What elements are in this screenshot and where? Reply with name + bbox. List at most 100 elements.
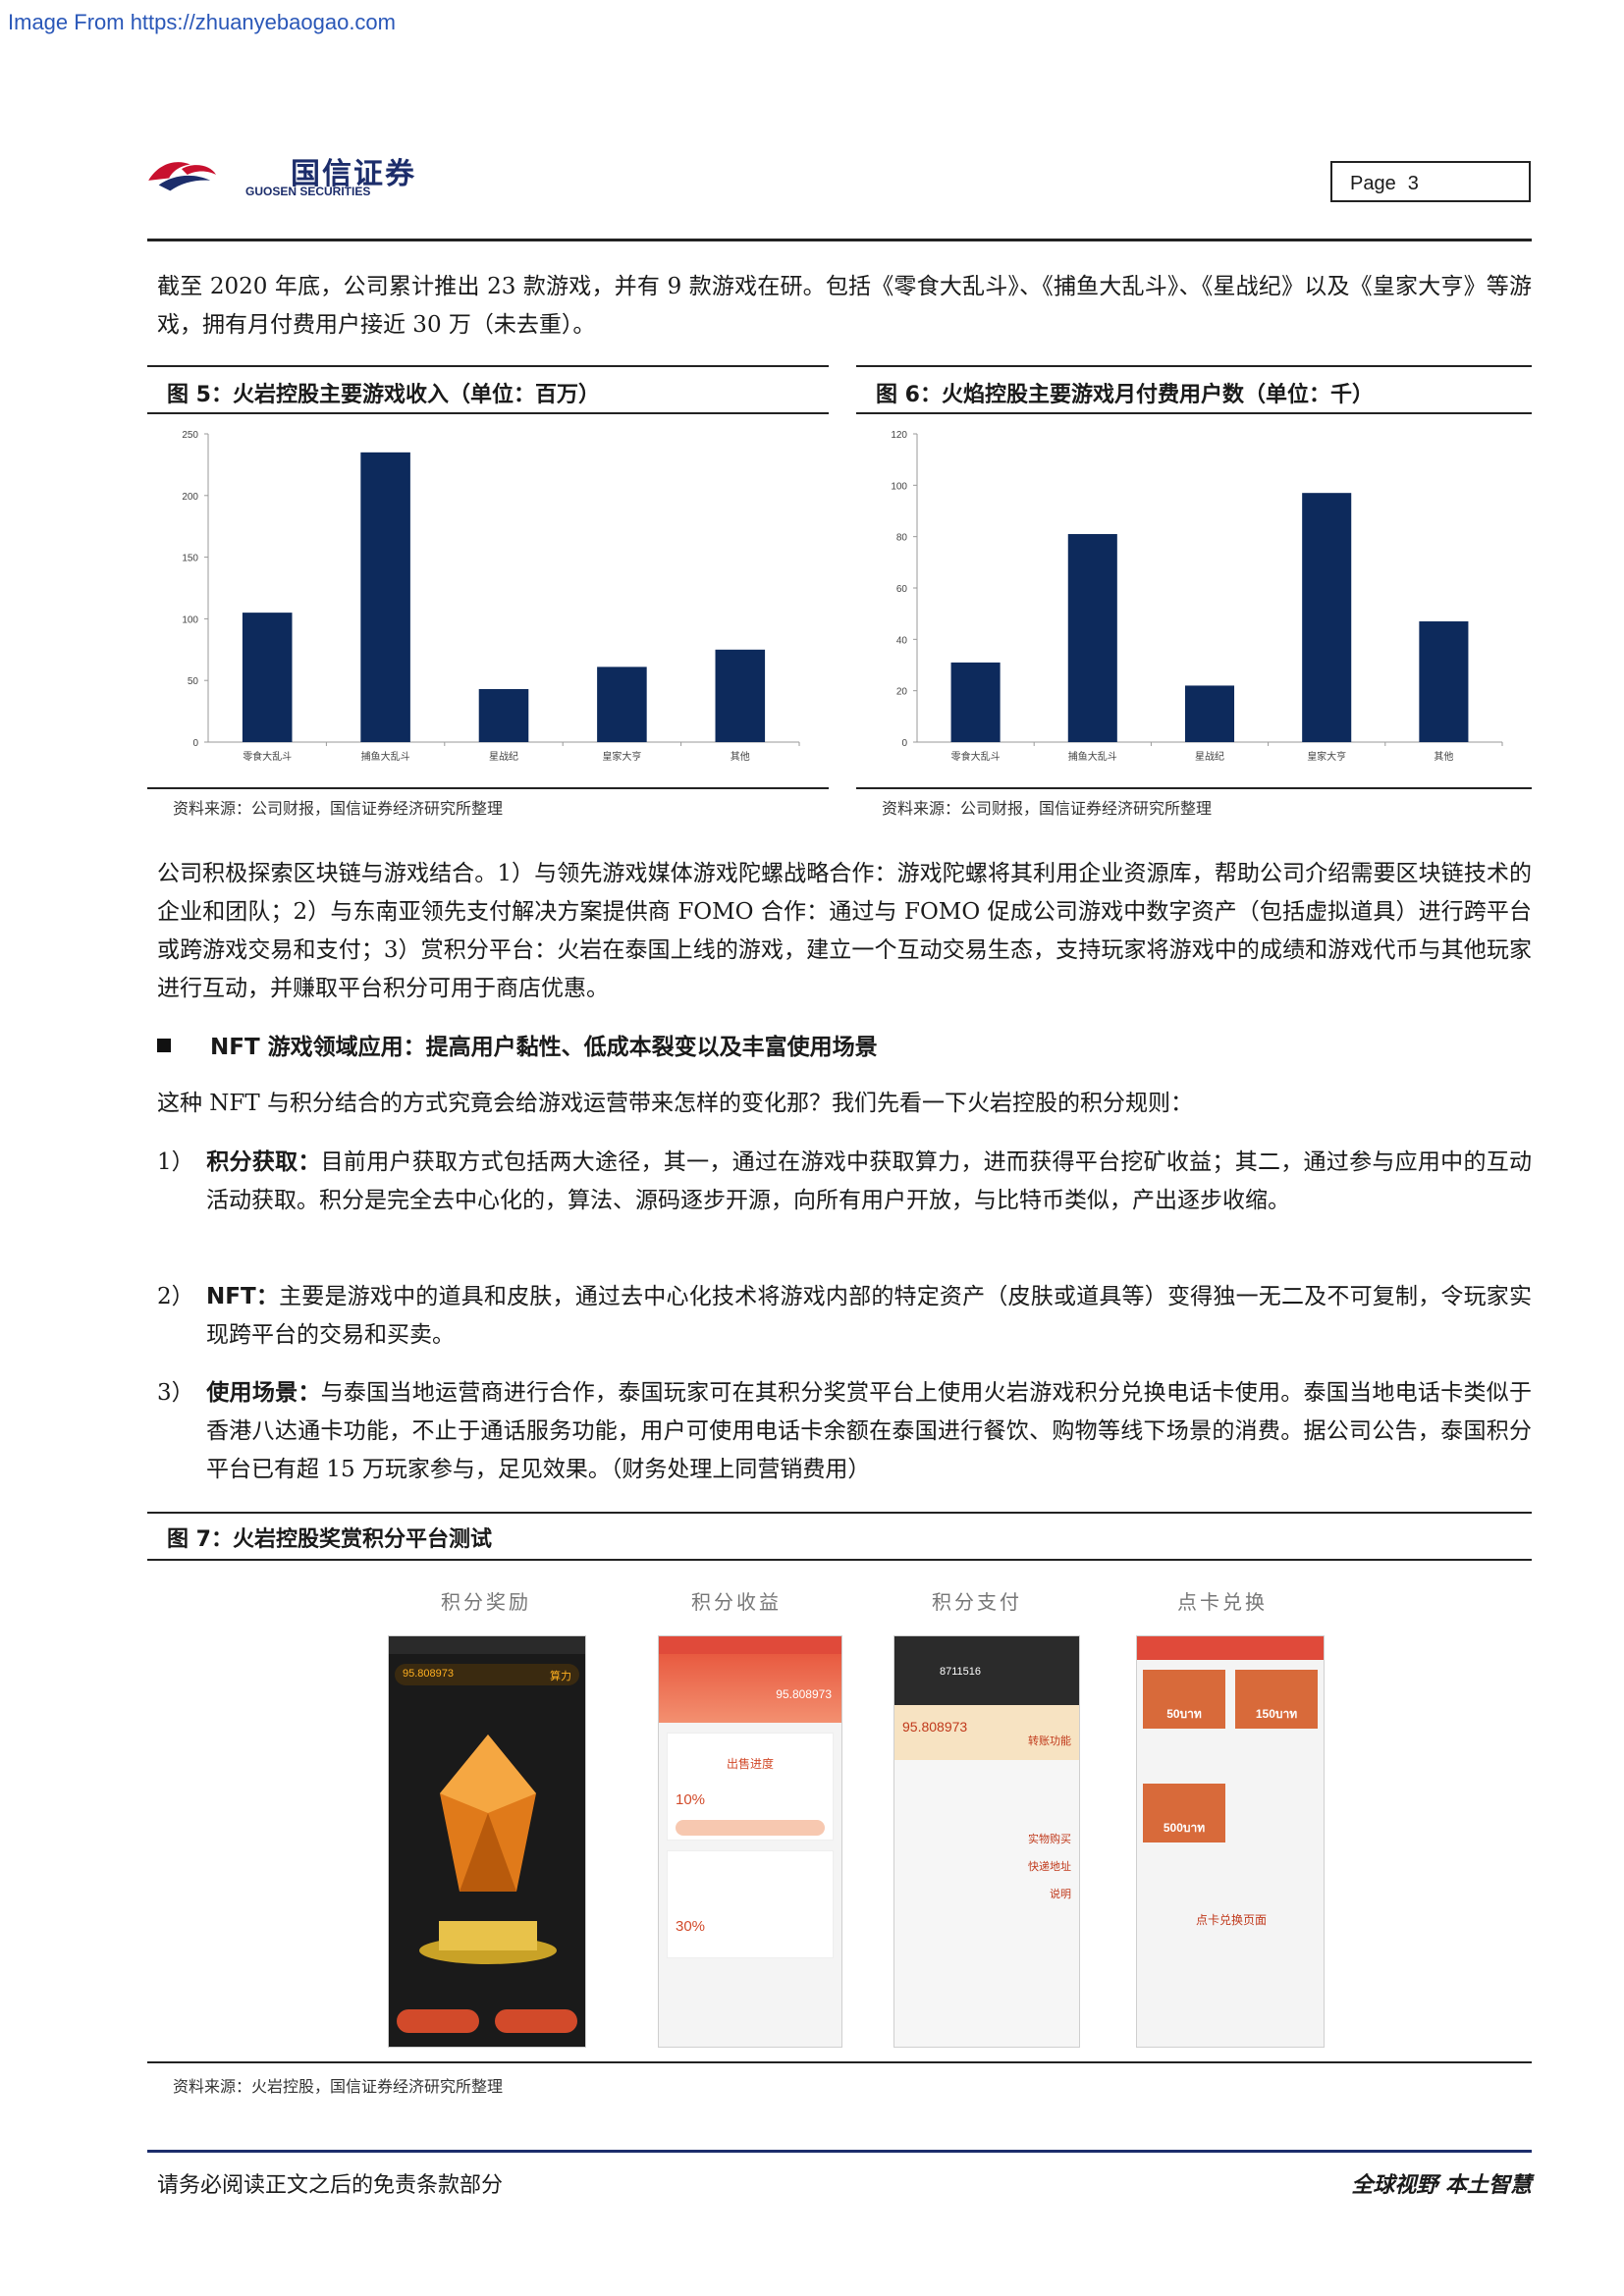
y-tick-label: 200 bbox=[182, 492, 198, 503]
section-intro: 这种 NFT 与积分结合的方式究竟会给游戏运营带来怎样的变化那？我们先看一下火岩… bbox=[157, 1091, 1194, 1116]
figure7-title: 图 7：火岩控股奖赏积分平台测试 bbox=[167, 1527, 492, 1552]
y-tick-label: 150 bbox=[182, 554, 198, 564]
list-item-text: 主要是游戏中的道具和皮肤，通过去中心化技术将游戏内部的特定资产（皮肤或道具等）变… bbox=[206, 1284, 1533, 1348]
phone-card-150[interactable]: 150บาท bbox=[1235, 1670, 1318, 1729]
x-tick-label: 零食大乱斗 bbox=[951, 750, 1001, 763]
y-tick-label: 60 bbox=[896, 584, 908, 595]
balance-card: 95.808973 转账功能 bbox=[894, 1705, 1079, 1760]
figure6-container: 图 6：火焰控股主要游戏月付费用户数（单位：千） 0 20 40 60 80 100 120… bbox=[856, 365, 1532, 838]
status-bar bbox=[389, 1636, 585, 1654]
guosen-logo-icon bbox=[148, 162, 216, 191]
list-item-number: 2） bbox=[157, 1284, 194, 1309]
footer-slogan: 全球视野 本土智慧 bbox=[1351, 2173, 1532, 2198]
bar bbox=[950, 662, 1001, 742]
logo-english-text: GUOSEN SECURITIES bbox=[245, 185, 371, 198]
footer-disclaimer: 请务必阅读正文之后的免责条款部分 bbox=[157, 2173, 504, 2198]
list-item-1: 1） 积分获取：目前用户获取方式包括两大途径，其一，通过在游戏中获取算力，进而获得… bbox=[157, 1144, 1532, 1220]
header-rule bbox=[147, 239, 1532, 241]
y-tick-label: 0 bbox=[192, 738, 198, 749]
percent-value: 30% bbox=[676, 1918, 706, 1935]
bar bbox=[242, 613, 293, 742]
page-label: Page bbox=[1350, 173, 1396, 194]
y-tick-label: 100 bbox=[891, 481, 907, 492]
list-item-text: 与泰国当地运营商进行合作，泰国玩家可在其积分奖赏平台上使用火岩游戏积分兑换电话卡… bbox=[206, 1380, 1533, 1482]
screen-label-points-payment: 积分支付 bbox=[932, 1590, 1022, 1614]
menu-item-description[interactable]: 说明 bbox=[1050, 1889, 1071, 1900]
payment-menu: 实物购买 快递地址 说明 bbox=[894, 1760, 1079, 1913]
earnings-value: 95.808973 bbox=[776, 1687, 832, 1701]
footer-rule bbox=[147, 2150, 1532, 2153]
figure6-source: 资料来源：公司财报，国信证券经济研究所整理 bbox=[882, 799, 1213, 818]
sale-progress-text: 出售进度 bbox=[726, 1757, 774, 1771]
menu-item-purchase[interactable]: 实物购买 bbox=[1028, 1834, 1071, 1845]
list-item-text: 目前用户获取方式包括两大途径，其一，通过在游戏中获取算力，进而获得平台挖矿收益；… bbox=[206, 1149, 1533, 1213]
orange-action-button[interactable] bbox=[397, 2009, 479, 2033]
figure6-title-rule bbox=[856, 412, 1532, 414]
list-item-term: 使用场景： bbox=[206, 1380, 321, 1406]
orange-action-button[interactable] bbox=[495, 2009, 577, 2033]
earnings-card: 出售进度 10% bbox=[667, 1733, 834, 1841]
bar bbox=[1419, 621, 1469, 742]
x-tick-label: 捕鱼大乱斗 bbox=[361, 750, 410, 763]
progress-button[interactable] bbox=[676, 1820, 825, 1836]
bar bbox=[1184, 685, 1235, 742]
screen-card-exchange: 50บาท 150บาท 500บาท 点卡兑换页面 bbox=[1136, 1635, 1325, 2048]
screen-points-earnings: 95.808973 出售进度 10% 30% bbox=[658, 1635, 842, 2048]
figure7-screenshots: 积分奖励 95.808973 算力 积分收益 95.808973 出售进度 10… bbox=[147, 1571, 1532, 2061]
screen-label-card-exchange: 点卡兑换 bbox=[1177, 1590, 1268, 1614]
x-tick-label: 星战纪 bbox=[1195, 751, 1224, 763]
y-tick-label: 100 bbox=[182, 614, 198, 625]
figure7-top-rule bbox=[147, 1512, 1532, 1514]
figure7-source: 资料来源：火岩控股，国信证券经济研究所整理 bbox=[173, 2077, 504, 2096]
list-item-2: 2） NFT：主要是游戏中的道具和皮肤，通过去中心化技术将游戏内部的特定资产（皮肤… bbox=[157, 1278, 1532, 1355]
list-item-number: 1） bbox=[157, 1149, 194, 1175]
y-tick-label: 20 bbox=[896, 687, 908, 698]
gem-crystal-icon bbox=[419, 1735, 557, 1964]
figure5-source: 资料来源：公司财报，国信证券经济研究所整理 bbox=[173, 799, 504, 818]
y-tick-label: 80 bbox=[896, 533, 908, 544]
phone-card-50[interactable]: 50บาท bbox=[1143, 1670, 1225, 1729]
points-balance-bar: 95.808973 算力 bbox=[395, 1664, 579, 1685]
bar bbox=[1302, 493, 1352, 742]
figure5-top-rule bbox=[147, 365, 829, 367]
list-item-number: 3） bbox=[157, 1380, 194, 1406]
section-heading-text: NFT 游戏领域应用：提高用户黏性、低成本裂变以及丰富使用场景 bbox=[210, 1035, 878, 1060]
bar bbox=[360, 452, 410, 742]
phone-card-500[interactable]: 500บาท bbox=[1143, 1784, 1225, 1842]
points-value: 95.808973 bbox=[403, 1668, 454, 1680]
bar bbox=[1067, 534, 1117, 742]
x-tick-label: 捕鱼大乱斗 bbox=[1068, 750, 1117, 763]
transfer-label: 转账功能 bbox=[1028, 1735, 1071, 1747]
y-tick-label: 250 bbox=[182, 430, 198, 441]
menu-item-address[interactable]: 快递地址 bbox=[1028, 1861, 1071, 1873]
hashpower-label: 算力 bbox=[550, 1671, 571, 1682]
figure6-bar-chart: 0 20 40 60 80 100 120 零食大乱斗 捕鱼大乱斗 星战纪 皇家大亨 其他 bbox=[891, 430, 1503, 763]
intro-paragraph: 截至 2020 年底，公司累计推出 23 款游戏，并有 9 款游戏在研。包括《零… bbox=[157, 274, 1532, 338]
y-tick-label: 0 bbox=[901, 738, 907, 749]
x-tick-label: 皇家大亨 bbox=[1307, 750, 1346, 763]
card-exchange-page-label: 点卡兑换页面 bbox=[1195, 1913, 1267, 1927]
list-item-term: 积分获取： bbox=[206, 1149, 321, 1175]
screen-label-points-reward: 积分奖励 bbox=[441, 1590, 531, 1614]
figure5-bottom-rule bbox=[147, 787, 829, 789]
bar bbox=[715, 649, 766, 742]
blockchain-paragraph: 公司积极探索区块链与游戏结合。1）与领先游戏媒体游戏陀螺战略合作：游戏陀螺将其利… bbox=[157, 861, 1532, 1001]
figure6-bottom-rule bbox=[856, 787, 1532, 789]
screen-points-payment: 8711516 95.808973 转账功能 实物购买 快递地址 说明 bbox=[893, 1635, 1080, 2048]
page-number: 3 bbox=[1407, 173, 1419, 194]
figure5-bar-chart: 0 50 100 150 200 250 零食大乱斗 捕鱼大乱斗 星战纪 皇家大亨 其他 bbox=[182, 430, 800, 763]
figure7-bottom-rule bbox=[147, 2061, 1532, 2063]
y-tick-label: 40 bbox=[896, 635, 908, 646]
x-tick-label: 其他 bbox=[1434, 750, 1453, 763]
section-heading: NFT 游戏领域应用：提高用户黏性、低成本裂变以及丰富使用场景 bbox=[157, 1028, 878, 1061]
figure5-container: 图 5：火岩控股主要游戏收入（单位：百万） 0 50 100 150 200 250 零食大… bbox=[147, 365, 829, 838]
figure6-title: 图 6：火焰控股主要游戏月付费用户数（单位：千） bbox=[876, 383, 1374, 407]
source-watermark-link[interactable]: Image From https://zhuanyebaogao.com bbox=[8, 10, 396, 34]
x-tick-label: 皇家大亨 bbox=[602, 750, 641, 763]
list-item-3: 3） 使用场景：与泰国当地运营商进行合作，泰国玩家可在其积分奖赏平台上使用火岩游戏… bbox=[157, 1374, 1532, 1489]
earnings-card: 30% bbox=[667, 1850, 834, 1958]
percent-value: 10% bbox=[676, 1791, 706, 1808]
balance-value: 95.808973 bbox=[902, 1719, 968, 1735]
x-tick-label: 星战纪 bbox=[489, 751, 518, 763]
status-bar bbox=[659, 1636, 841, 1654]
